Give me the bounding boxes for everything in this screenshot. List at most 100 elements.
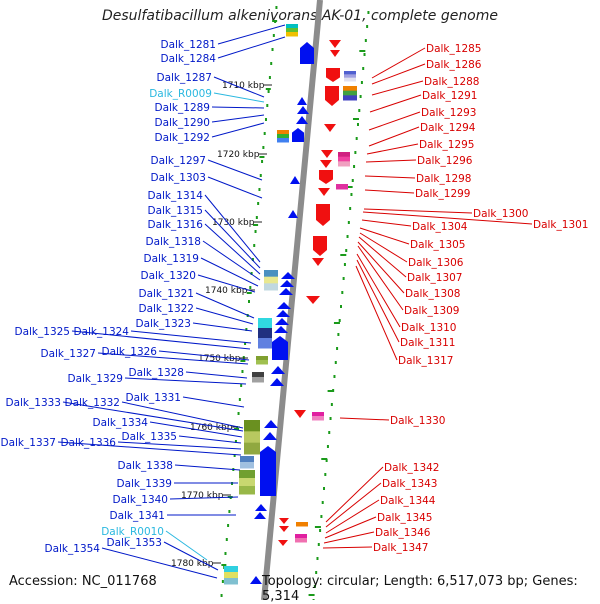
gene-label[interactable]: Dalk_1297 bbox=[151, 155, 207, 167]
gene-label[interactable]: Dalk_1324 bbox=[74, 326, 130, 338]
colored-feature bbox=[296, 522, 308, 527]
forward-gene-arrow bbox=[255, 504, 267, 511]
feature-segment bbox=[277, 138, 289, 143]
gene-label[interactable]: Dalk_1323 bbox=[136, 318, 192, 330]
track-dot bbox=[272, 34, 275, 37]
gene-label[interactable]: Dalk_1318 bbox=[146, 236, 202, 248]
gene-label[interactable]: Dalk_1289 bbox=[155, 102, 211, 114]
gene-label[interactable]: Dalk_1319 bbox=[144, 253, 200, 265]
gene-label[interactable]: Dalk_1303 bbox=[151, 172, 207, 184]
track-dash bbox=[327, 390, 334, 392]
gene-label[interactable]: Dalk_1331 bbox=[126, 392, 182, 404]
track-dot bbox=[341, 291, 344, 294]
gene-label[interactable]: Dalk_1339 bbox=[117, 478, 173, 490]
gene-label[interactable]: Dalk_1337 bbox=[1, 437, 57, 449]
gene-label[interactable]: Dalk_1286 bbox=[426, 59, 482, 71]
track-dot bbox=[275, 6, 278, 9]
gene-label[interactable]: Dalk_1285 bbox=[426, 43, 482, 55]
forward-gene-arrow bbox=[260, 446, 276, 496]
track-dot bbox=[270, 62, 273, 65]
gene-label[interactable]: Dalk_1305 bbox=[410, 239, 466, 251]
gene-label[interactable]: Dalk_1317 bbox=[398, 355, 454, 367]
gene-label[interactable]: Dalk_1327 bbox=[41, 348, 97, 360]
gene-label[interactable]: Dalk_1322 bbox=[139, 303, 195, 315]
gene-label[interactable]: Dalk_1298 bbox=[416, 173, 472, 185]
gene-label[interactable]: Dalk_1326 bbox=[102, 346, 158, 358]
reverse-gene-arrow bbox=[278, 540, 288, 546]
gene-label[interactable]: Dalk_1345 bbox=[377, 512, 433, 524]
colored-feature bbox=[239, 470, 255, 495]
track-dot bbox=[253, 244, 256, 247]
gene-label[interactable]: Dalk_1304 bbox=[412, 221, 468, 233]
gene-label[interactable]: Dalk_1288 bbox=[424, 76, 480, 88]
gene-label[interactable]: Dalk_1333 bbox=[6, 397, 62, 409]
gene-label[interactable]: Dalk_1314 bbox=[148, 190, 204, 202]
gene-label[interactable]: Dalk_1336 bbox=[61, 437, 117, 449]
gene-label[interactable]: Dalk_1291 bbox=[422, 90, 478, 102]
gene-label[interactable]: Dalk_1341 bbox=[110, 510, 166, 522]
feature-segment bbox=[344, 74, 356, 79]
track-dot bbox=[362, 67, 365, 70]
gene-label[interactable]: Dalk_1281 bbox=[161, 39, 217, 51]
gene-label[interactable]: Dalk_1334 bbox=[93, 417, 149, 429]
gene-label[interactable]: Dalk_1290 bbox=[155, 117, 211, 129]
gene-label[interactable]: Dalk_1332 bbox=[65, 397, 121, 409]
gene-label[interactable]: Dalk_1315 bbox=[148, 205, 204, 217]
gene-label[interactable]: Dalk_1308 bbox=[405, 288, 461, 300]
gene-label[interactable]: Dalk_1284 bbox=[161, 53, 217, 65]
forward-gene-arrow bbox=[292, 128, 304, 142]
forward-gene-arrow bbox=[250, 576, 262, 584]
gene-label[interactable]: Dalk_1320 bbox=[141, 270, 197, 282]
forward-gene-arrow bbox=[270, 378, 284, 386]
track-dot bbox=[343, 263, 346, 266]
label-leader-line bbox=[101, 547, 218, 579]
gene-label[interactable]: Dalk_1343 bbox=[382, 478, 438, 490]
gene-label[interactable]: Dalk_R0009 bbox=[149, 88, 212, 100]
colored-feature bbox=[264, 270, 278, 291]
gene-label[interactable]: Dalk_1354 bbox=[45, 543, 101, 555]
track-dot bbox=[261, 160, 264, 163]
track-dot bbox=[233, 454, 236, 457]
reverse-gene-arrow bbox=[320, 160, 332, 168]
gene-label[interactable]: Dalk_1338 bbox=[118, 460, 174, 472]
label-leader-line bbox=[217, 24, 286, 45]
gene-label[interactable]: Dalk_1321 bbox=[139, 288, 195, 300]
gene-label[interactable]: Dalk_1316 bbox=[148, 219, 204, 231]
label-leader-line bbox=[371, 80, 424, 96]
gene-label[interactable]: Dalk_1329 bbox=[68, 373, 124, 385]
gene-label[interactable]: Dalk_1342 bbox=[384, 462, 440, 474]
gene-label[interactable]: Dalk_1295 bbox=[419, 139, 475, 151]
gene-label[interactable]: Dalk_R0010 bbox=[101, 526, 164, 538]
gene-label[interactable]: Dalk_1325 bbox=[15, 326, 71, 338]
label-leader-line bbox=[200, 257, 259, 287]
gene-label[interactable]: Dalk_1294 bbox=[420, 122, 476, 134]
label-leader-line bbox=[359, 227, 410, 245]
gene-label[interactable]: Dalk_1330 bbox=[390, 415, 446, 427]
left-gene-labels: Dalk_1281 Dalk_1284 Dalk_1287 Dalk_R0009 Dal… bbox=[1, 24, 286, 579]
label-leader-line bbox=[369, 94, 422, 113]
gene-label[interactable]: Dalk_1292 bbox=[155, 132, 211, 144]
gene-label[interactable]: Dalk_1344 bbox=[380, 495, 436, 507]
gene-label[interactable]: Dalk_1309 bbox=[404, 305, 460, 317]
track-dash bbox=[253, 224, 259, 226]
gene-label[interactable]: Dalk_1296 bbox=[417, 155, 473, 167]
label-leader-line bbox=[357, 241, 405, 294]
gene-label[interactable]: Dalk_1293 bbox=[421, 107, 477, 119]
gene-label[interactable]: Dalk_1311 bbox=[400, 337, 456, 349]
gene-label[interactable]: Dalk_1287 bbox=[157, 72, 213, 84]
gene-label[interactable]: Dalk_1340 bbox=[113, 494, 169, 506]
gene-label[interactable]: Dalk_1328 bbox=[129, 367, 185, 379]
gene-label[interactable]: Dalk_1346 bbox=[375, 527, 431, 539]
track-dot bbox=[255, 216, 258, 219]
gene-label[interactable]: Dalk_1353 bbox=[107, 537, 163, 549]
gene-label[interactable]: Dalk_1300 bbox=[473, 208, 529, 220]
gene-label[interactable]: Dalk_1306 bbox=[408, 257, 464, 269]
gene-label[interactable]: Dalk_1307 bbox=[407, 272, 463, 284]
gene-label[interactable]: Dalk_1301 bbox=[533, 219, 589, 231]
track-dot bbox=[353, 165, 356, 168]
chromosome-backbone bbox=[261, 0, 323, 600]
gene-label[interactable]: Dalk_1310 bbox=[401, 322, 457, 334]
gene-label[interactable]: Dalk_1335 bbox=[122, 431, 178, 443]
gene-label[interactable]: Dalk_1299 bbox=[415, 188, 471, 200]
gene-label[interactable]: Dalk_1347 bbox=[373, 542, 429, 554]
